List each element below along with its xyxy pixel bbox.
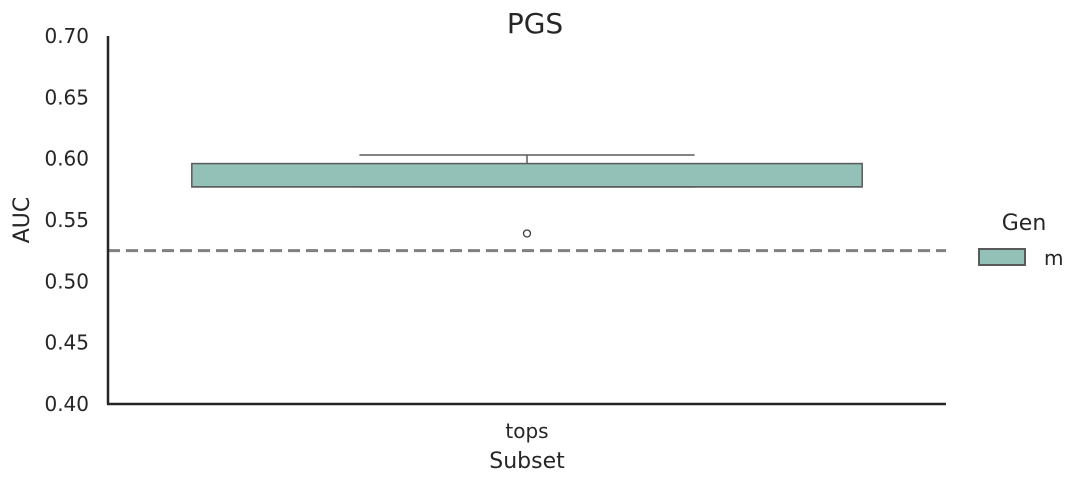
x-axis-label: Subset — [489, 449, 565, 474]
chart-title: PGS — [507, 7, 563, 40]
box-tops — [191, 162, 863, 188]
legend-label-m: m — [1044, 246, 1063, 270]
outlier-point — [522, 229, 532, 238]
y-tick-label: 0.65 — [44, 85, 89, 109]
legend: Gen m — [978, 211, 1063, 270]
x-tick-label: tops — [505, 419, 548, 443]
y-axis-label: AUC — [10, 197, 35, 244]
y-tick-label: 0.70 — [44, 24, 89, 48]
y-tick-label: 0.45 — [44, 331, 89, 355]
legend-swatch-m — [978, 248, 1026, 266]
x-axis-ticks: tops — [505, 419, 548, 443]
plot-area — [108, 154, 946, 253]
y-tick-label: 0.60 — [44, 147, 89, 171]
y-axis-ticks: 0.40 0.45 0.50 0.55 0.60 0.65 0.70 — [44, 24, 89, 416]
y-tick-label: 0.50 — [44, 269, 89, 293]
y-tick-label: 0.40 — [44, 392, 89, 416]
legend-title: Gen — [1002, 211, 1047, 236]
y-tick-label: 0.55 — [44, 208, 89, 232]
